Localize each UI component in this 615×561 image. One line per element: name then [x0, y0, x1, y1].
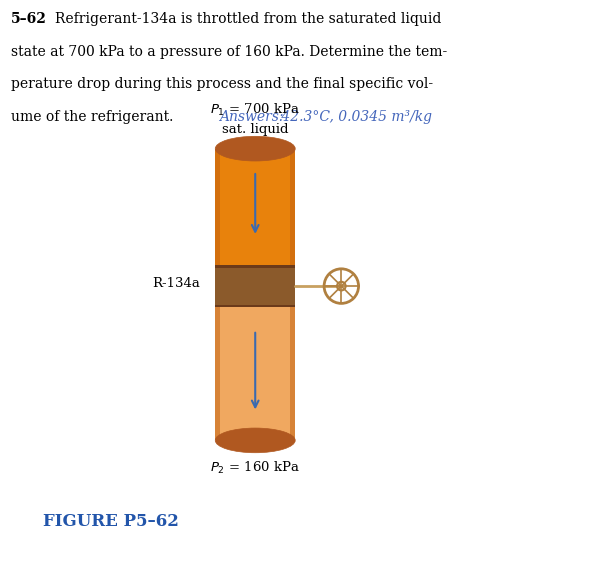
Text: FIGURE P5–62: FIGURE P5–62	[43, 513, 178, 530]
Bar	[215, 307, 220, 440]
Bar	[215, 149, 295, 265]
Text: 42.3°C, 0.0345 m³/kg: 42.3°C, 0.0345 m³/kg	[277, 110, 432, 124]
Bar	[215, 149, 220, 265]
Bar	[215, 265, 295, 268]
Text: perature drop during this process and the final specific vol-: perature drop during this process and th…	[11, 77, 433, 91]
Text: Answers:: Answers:	[219, 110, 284, 124]
Text: state at 700 kPa to a pressure of 160 kPa. Determine the tem-: state at 700 kPa to a pressure of 160 kP…	[11, 45, 447, 59]
Text: sat. liquid: sat. liquid	[222, 123, 288, 136]
Bar	[215, 307, 295, 440]
Bar	[215, 305, 295, 307]
Text: 5–62: 5–62	[11, 12, 47, 26]
Ellipse shape	[215, 136, 295, 161]
Text: $P_2$ = 160 kPa: $P_2$ = 160 kPa	[210, 460, 300, 476]
Text: $P_1$ = 700 kPa: $P_1$ = 700 kPa	[210, 102, 300, 118]
Text: Refrigerant-134a is throttled from the saturated liquid: Refrigerant-134a is throttled from the s…	[55, 12, 442, 26]
Bar	[290, 149, 295, 265]
Ellipse shape	[215, 428, 295, 453]
Bar	[290, 307, 295, 440]
Bar	[215, 265, 295, 307]
Text: R-134a: R-134a	[152, 277, 200, 290]
Text: ume of the refrigerant.: ume of the refrigerant.	[11, 110, 182, 124]
